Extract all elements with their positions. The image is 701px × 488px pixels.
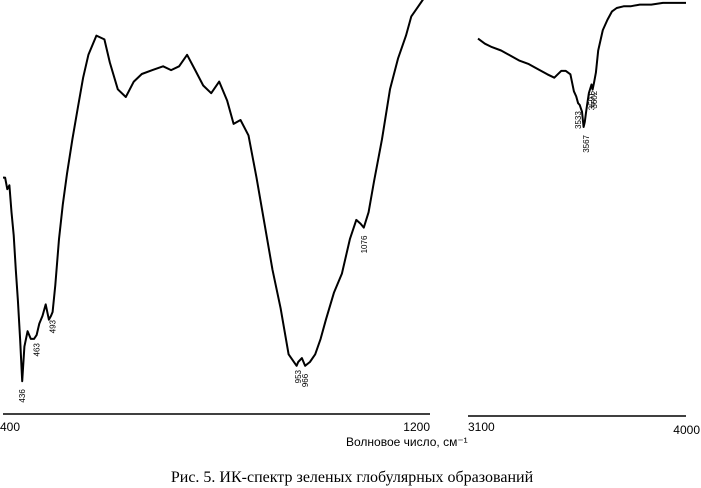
x-tick-label: 4000 [673,423,700,437]
peak-label: 1076 [360,235,369,253]
x-tick-label: 3100 [468,420,495,434]
figure-caption: Рис. 5. ИК-спектр зеленых глобулярных об… [171,469,534,486]
spectrum-line-left [3,0,424,383]
peak-label: 3567 [582,134,591,152]
peak-label: 966 [301,373,310,387]
peak-label: 436 [18,389,27,403]
peak-label: 493 [49,319,58,333]
peak-label: 3533 [574,111,583,129]
peak-label: 3602 [590,90,599,108]
spectrum-line-right [477,1,686,128]
peak-label: 463 [33,343,42,357]
x-tick-label: 400 [0,420,20,434]
x-axis-label: Волновое число, см⁻¹ [346,435,468,449]
x-tick-label: 1200 [403,420,430,434]
peak-label: 953 [294,369,303,383]
peak-label: 3591 [588,92,597,110]
